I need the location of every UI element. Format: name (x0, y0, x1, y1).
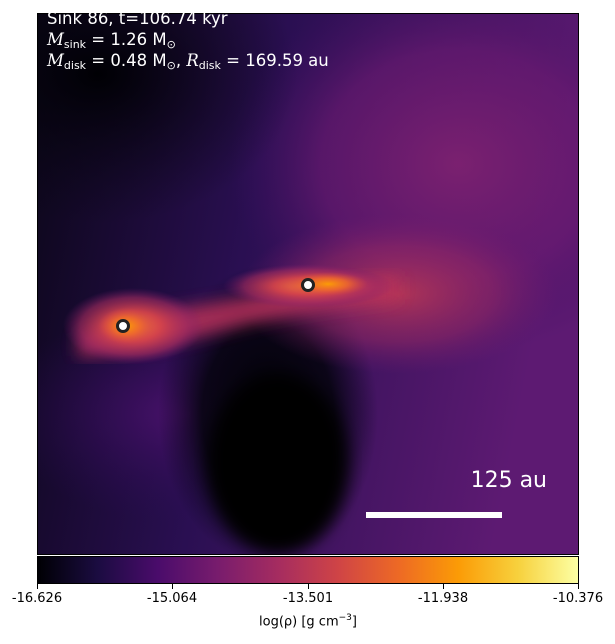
msink-subscript: sink (63, 38, 87, 51)
colorbar-tick-label: -11.938 (417, 591, 469, 606)
colorbar-tick (443, 584, 444, 589)
mdisk-symbol: M (47, 51, 64, 70)
colorbar-label-text: log(ρ) [g cm (259, 614, 339, 630)
colorbar-tick-label: -10.376 (552, 591, 604, 606)
sink-title: Sink 86, t=106.74 kyr (47, 9, 228, 28)
colorbar-tick (308, 584, 309, 589)
msink-value: = 1.26 M (86, 30, 167, 49)
msink-symbol: M (47, 30, 64, 49)
colorbar-label: log(ρ) [g cm−3] (259, 613, 357, 629)
colorbar-tick (172, 584, 173, 589)
colorbar-tick-label: -16.626 (11, 591, 63, 606)
mdisk-value: = 0.48 M (86, 51, 167, 70)
colorbar-label-exponent: −3 (338, 613, 352, 623)
scale-bar-label: 125 au (470, 468, 547, 493)
colorbar-label-end: ] (351, 614, 357, 630)
disk-properties: Mdisk = 0.48 M⊙, Rdisk = 169.59 au (47, 51, 329, 72)
sink-mass: Msink = 1.26 M⊙ (47, 29, 176, 55)
sink-particle-marker (116, 319, 130, 333)
rdisk-value: = 169.59 au (220, 51, 329, 70)
rdisk-symbol: R (186, 51, 199, 70)
colorbar-tick (37, 584, 38, 589)
mdisk-subscript: disk (63, 59, 87, 72)
colorbar (37, 556, 579, 584)
colorbar-tick (578, 584, 579, 589)
colorbar-tick-label: -13.501 (282, 591, 334, 606)
msun-symbol-1: ⊙ (166, 38, 176, 51)
rdisk-subscript: disk (198, 59, 221, 72)
msun-symbol-2: ⊙ (166, 59, 176, 72)
colorbar-tick-label: -15.064 (146, 591, 198, 606)
scale-bar (366, 512, 502, 518)
sink-particle-marker (301, 278, 315, 292)
